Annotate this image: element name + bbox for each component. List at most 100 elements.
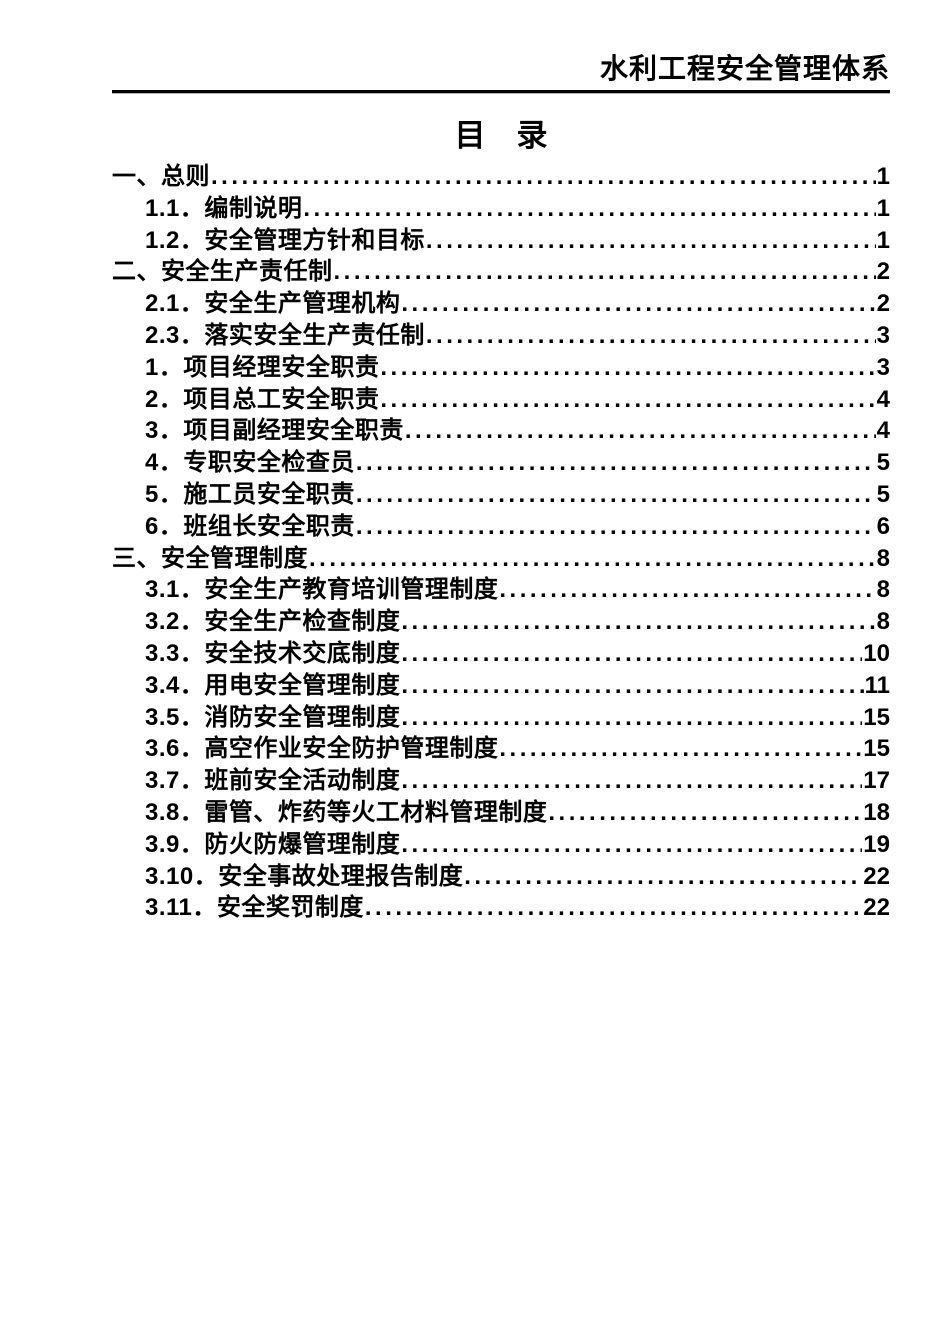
dot-leader: ........................................… [211,163,876,190]
dot-leader: ........................................… [355,480,876,508]
toc-entry-label: 二、安全生产责任制 [112,258,333,286]
toc-list: 一、总则....................................… [112,156,890,922]
toc-entry-label: 3.9．防火防爆管理制度 [145,830,401,858]
toc-page-number: 6 [876,512,890,540]
dot-leader: ........................................… [401,830,862,858]
dot-leader: ........................................… [401,290,875,318]
toc-page-number: 1 [876,226,890,254]
dot-leader: ........................................… [333,258,876,286]
dot-leader: ........................................… [499,576,876,604]
toc-entry-label: 3．项目副经理安全职责 [145,417,404,445]
toc-entry-label: 4．专职安全检查员 [145,449,355,477]
toc-page-number: 22 [863,862,890,890]
toc-entry[interactable]: 三、安全管理制度................................… [112,538,890,572]
dot-leader: ........................................… [464,862,862,890]
dot-leader: ........................................… [309,544,876,572]
dot-leader: ........................................… [401,639,862,667]
toc-entry-label: 6．班组长安全职责 [145,512,355,540]
dot-leader: ........................................… [404,417,876,445]
toc-entry-label: 1.2．安全管理方针和目标 [145,226,425,254]
toc-page-number: 19 [863,830,890,858]
toc-page-number: 10 [863,639,890,667]
toc-entry[interactable]: 2.3．落实安全生产责任制...........................… [112,315,890,349]
toc-entry-label: 3.1．安全生产教育培训管理制度 [145,576,499,604]
toc-entry[interactable]: 3.9．防火防爆管理制度............................… [112,824,890,858]
toc-page-number: 1 [876,194,890,222]
toc-page-number: 2 [876,258,890,286]
toc-entry-label: 2．项目总工安全职责 [145,385,380,413]
dot-leader: ........................................… [303,194,876,222]
toc-entry-label: 3.2．安全生产检查制度 [145,608,401,636]
toc-page-number: 5 [876,449,890,477]
toc-entry-label: 2.1．安全生产管理机构 [145,290,401,318]
toc-page-number: 11 [864,671,890,699]
toc-page-number: 8 [876,544,890,572]
toc-page-number: 17 [863,767,890,795]
dot-leader: ........................................… [380,385,875,413]
toc-entry[interactable]: 1.2．安全管理方针和目标...........................… [112,220,890,254]
toc-entry[interactable]: 3.5．消防安全管理制度............................… [112,697,890,731]
running-header-title: 水利工程安全管理体系 [599,53,890,84]
toc-page-number: 15 [863,703,890,731]
toc-entry[interactable]: 2.1．安全生产管理机构............................… [112,283,890,318]
toc-page-number: 8 [876,608,890,636]
toc-entry-label: 3.5．消防安全管理制度 [145,703,401,731]
toc-entry[interactable]: 1.1．编制说明................................… [112,188,890,222]
toc-entry[interactable]: 5．施工员安全职责...............................… [112,474,890,508]
toc-page-number: 4 [876,385,890,413]
toc-entry[interactable]: 3．项目副经理安全职责.............................… [112,410,890,445]
toc-entry-label: 三、安全管理制度 [112,544,308,572]
toc-entry-label: 2.3．落实安全生产责任制 [145,321,425,349]
dot-leader: ........................................… [355,512,876,540]
toc-entry[interactable]: 4．专职安全检查员...............................… [112,442,890,477]
toc-entry-label: 3.7．班前安全活动制度 [145,767,401,795]
toc-entry[interactable]: 3.1．安全生产教育培训管理制度........................… [112,569,890,604]
toc-entry[interactable]: 3.4．用电安全管理制度............................… [112,665,890,699]
toc-page-number: 3 [876,353,890,381]
toc-page-number: 2 [876,290,890,318]
toc-entry-label: 一、总则 [112,163,210,190]
dot-leader: ........................................… [548,798,862,826]
dot-leader: ........................................… [364,894,863,922]
toc-page-number: 22 [863,894,890,922]
toc-entry[interactable]: 3.10．安全事故处理报告制度.........................… [112,856,890,890]
dot-leader: ........................................… [425,321,876,349]
dot-leader: ........................................… [401,671,863,699]
toc-entry[interactable]: 3.8．雷管、炸药等火工材料管理制度......................… [112,792,890,826]
toc-entry[interactable]: 3.2．安全生产检查制度............................… [112,601,890,636]
toc-page-number: 15 [863,735,890,763]
toc-title: 目 录 [454,118,548,153]
toc-entry-label: 3.6．高空作业安全防护管理制度 [145,735,499,763]
toc-page-number: 18 [863,798,890,826]
toc-entry-label: 3.4．用电安全管理制度 [145,671,401,699]
dot-leader: ........................................… [401,703,862,731]
dot-leader: ........................................… [401,608,875,636]
toc-entry[interactable]: 一、总则....................................… [112,156,890,190]
toc-entry[interactable]: 3.3．安全技术交底制度............................… [112,633,890,667]
dot-leader: ........................................… [380,353,875,381]
toc-entry-label: 3.11．安全奖罚制度 [145,894,364,922]
toc-entry-label: 3.8．雷管、炸药等火工材料管理制度 [145,798,548,826]
dot-leader: ........................................… [499,735,862,763]
toc-entry[interactable]: 3.11．安全奖罚制度.............................… [112,887,890,922]
toc-entry-label: 1.1．编制说明 [145,194,303,222]
toc-page-number: 5 [876,480,890,508]
dot-leader: ........................................… [401,767,862,795]
toc-page-number: 8 [876,576,890,604]
toc-entry[interactable]: 6．班组长安全职责...............................… [112,506,890,540]
toc-entry[interactable]: 3.6．高空作业安全防护管理制度........................… [112,728,890,763]
toc-entry-label: 1．项目经理安全职责 [145,353,380,381]
toc-entry-label: 5．施工员安全职责 [145,480,355,508]
toc-entry[interactable]: 2．项目总工安全职责..............................… [112,379,890,413]
toc-page-number: 3 [876,321,890,349]
page-header: 水利工程安全管理体系 [112,53,890,93]
toc-entry[interactable]: 3.7．班前安全活动制度............................… [112,760,890,795]
dot-leader: ........................................… [355,449,876,477]
toc-entry[interactable]: 二、安全生产责任制...............................… [112,251,890,286]
toc-entry[interactable]: 1．项目经理安全职责..............................… [112,347,890,381]
dot-leader: ........................................… [425,226,876,254]
toc-entry-label: 3.3．安全技术交底制度 [145,639,401,667]
toc-entry-label: 3.10．安全事故处理报告制度 [145,862,464,890]
toc-page-number: 1 [876,163,890,190]
